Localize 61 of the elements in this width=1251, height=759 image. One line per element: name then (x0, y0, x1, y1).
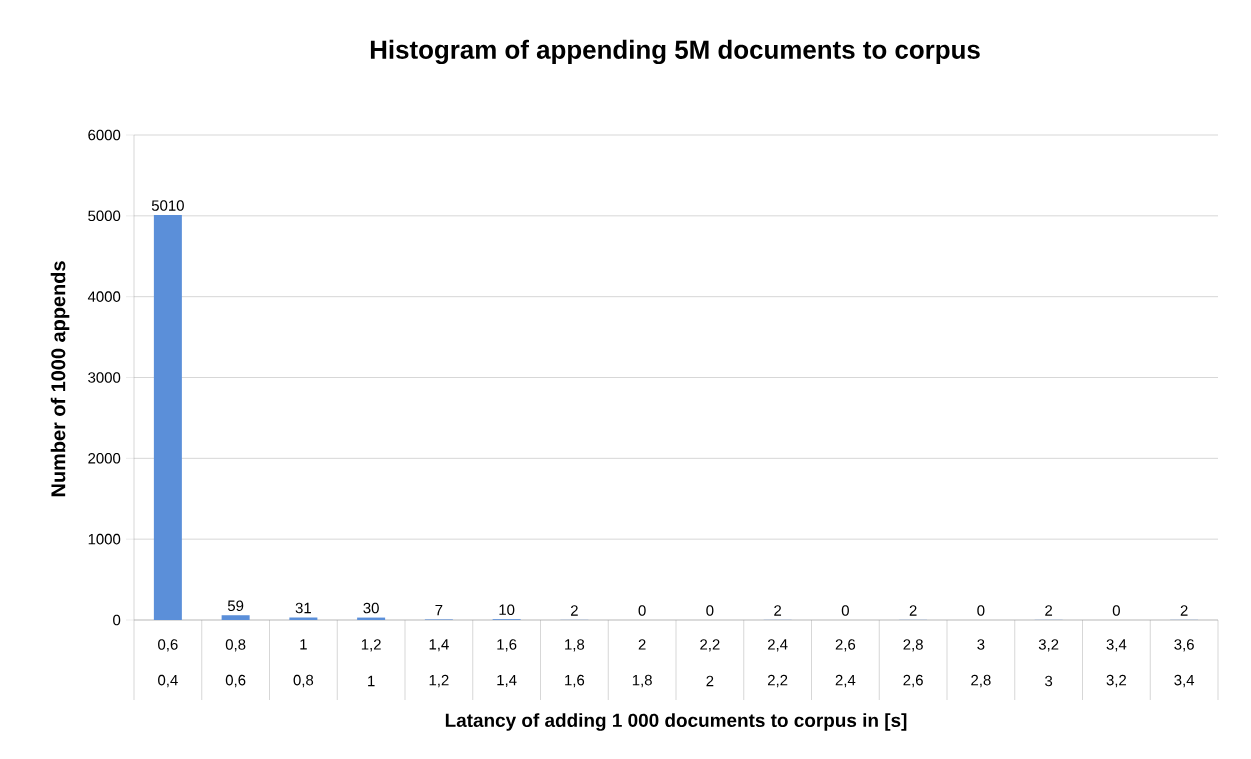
y-tick-label: 1000 (88, 533, 121, 545)
x-tick-label: 1,6 (497, 639, 517, 652)
data-label: 30 (363, 602, 379, 614)
x-tick-label: 2 (638, 639, 646, 650)
y-tick-label: 5000 (88, 210, 121, 222)
x-tick-label: 2,4 (767, 639, 788, 652)
x-axis-title: Latancy of adding 1 000 documents to corpus in [s] (445, 713, 907, 731)
bar (153, 215, 182, 620)
x-tick-label: 2,2 (700, 639, 720, 652)
text: 0,6 (225, 674, 246, 688)
y-axis-title: Number of 1000 appends (50, 261, 70, 497)
x-tick-label: 1,2 (361, 639, 381, 652)
data-label: 0 (638, 605, 646, 616)
y-tick-label: 6000 (88, 129, 121, 141)
text: 3,4 (1174, 674, 1195, 688)
data-label: 5010 (151, 200, 184, 211)
bar (289, 617, 318, 620)
x-tick-label: 3,6 (1174, 639, 1194, 652)
text: 1,8 (632, 674, 652, 688)
x-tick-label: 1 (300, 639, 307, 650)
text: 1,2 (429, 674, 449, 688)
x-tick-label: 3 (977, 639, 985, 650)
data-label: 2 (1045, 605, 1053, 616)
x-tick-label: 3,2 (1038, 639, 1059, 652)
x-tick-label: 1,4 (429, 639, 449, 652)
y-tick-label: 0 (113, 614, 121, 626)
text: 2,8 (971, 674, 991, 688)
text: 2,4 (835, 674, 856, 688)
bar (221, 615, 250, 620)
y-tick-label: 2000 (88, 453, 121, 464)
data-label: 59 (227, 600, 244, 612)
text: 2,2 (767, 674, 788, 688)
data-label: 31 (295, 602, 311, 614)
data-label: 0 (841, 605, 849, 616)
data-label: 10 (499, 604, 515, 615)
y-tick-label: 3000 (88, 372, 121, 383)
y-tick-label: 4000 (87, 291, 121, 302)
text: 0,4 (158, 674, 178, 688)
data-label: 2 (1180, 605, 1188, 616)
text: 2 (706, 675, 714, 687)
data-label: 0 (977, 605, 985, 616)
data-label: 0 (1112, 605, 1120, 616)
x-tick-label: 3,4 (1106, 639, 1127, 652)
data-label: 2 (570, 605, 578, 616)
data-label: 0 (706, 605, 714, 616)
chart-title: Histogram of appending 5M documents to corpus (370, 39, 980, 65)
text: 3,2 (1106, 674, 1127, 688)
text: 3 (1045, 675, 1053, 687)
x-tick-label: 0,8 (225, 639, 246, 652)
text: 1,4 (497, 674, 517, 688)
data-label: 2 (909, 605, 917, 616)
x-tick-label: 2,8 (903, 639, 923, 652)
text: 0,8 (293, 674, 314, 688)
x-tick-label: 1,8 (565, 639, 585, 652)
text: 1 (368, 675, 375, 687)
text: 2,6 (903, 674, 923, 688)
text: 1,6 (565, 674, 585, 688)
data-label: 2 (774, 605, 782, 616)
data-label: 7 (435, 604, 443, 616)
x-tick-label: 2,6 (835, 639, 856, 652)
x-tick-label: 0,6 (158, 639, 178, 652)
